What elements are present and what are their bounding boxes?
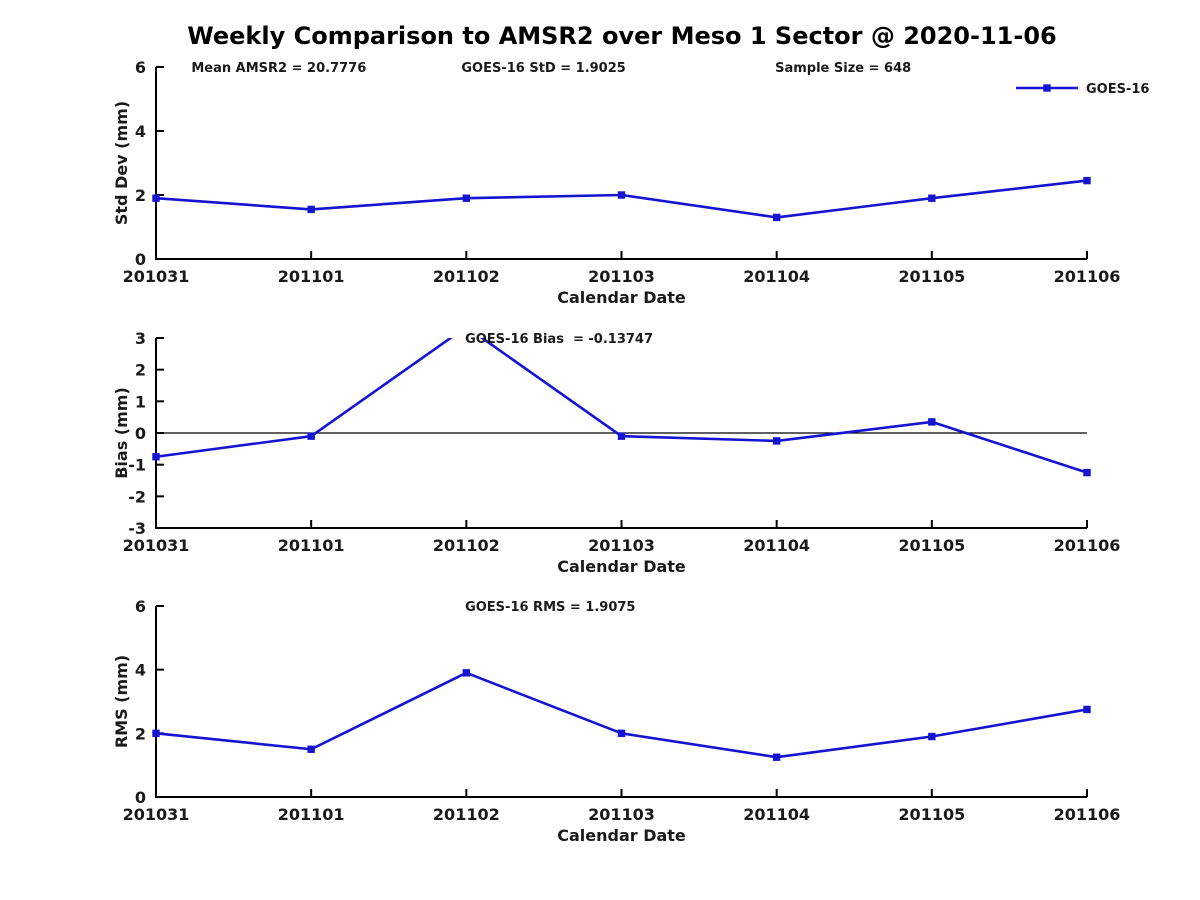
- y-tick-label: -1: [128, 456, 146, 475]
- legend: GOES-16: [1016, 82, 1149, 97]
- y-tick-label: 1: [135, 392, 146, 411]
- y-tick-label: 2: [135, 724, 146, 743]
- figure-title: Weekly Comparison to AMSR2 over Meso 1 S…: [187, 22, 1057, 50]
- data-marker: [928, 418, 936, 426]
- axes-spines: [155, 606, 1087, 798]
- x-tick-label: 201106: [1054, 805, 1121, 824]
- y-tick-label: 0: [135, 788, 146, 807]
- data-marker: [772, 753, 781, 761]
- data-marker: [1083, 176, 1091, 185]
- annotation: GOES-16 RMS = 1.9075: [465, 600, 635, 615]
- x-tick-label: 201105: [898, 536, 965, 555]
- data-marker: [462, 194, 471, 202]
- data-marker: [307, 745, 315, 753]
- x-axis-label: Calendar Date: [557, 288, 686, 307]
- subplot-rms: 0 2 4 6 201031 201101 201102 201103 201104 201105…: [112, 597, 1120, 845]
- y-axis-label: Bias (mm): [112, 387, 131, 479]
- series-goes-16: [152, 176, 1091, 222]
- x-axis-label: Calendar Date: [557, 826, 686, 845]
- series-goes-16: [152, 323, 1091, 477]
- data-marker: [928, 732, 936, 741]
- data-marker: [152, 729, 160, 738]
- x-tick-label: 201102: [433, 536, 500, 555]
- data-marker: [307, 205, 315, 214]
- x-tick-label: 201104: [743, 805, 810, 824]
- data-marker: [617, 432, 626, 440]
- data-line: [155, 338, 1088, 474]
- x-tick-label: 201101: [278, 536, 345, 555]
- x-tick-label: 201102: [433, 805, 500, 824]
- data-marker: [463, 323, 470, 330]
- y-tick-label: 4: [135, 122, 146, 141]
- y-tick-label: 4: [135, 661, 146, 680]
- x-tick-label: 201031: [123, 805, 190, 824]
- data-marker: [617, 729, 626, 738]
- data-marker: [617, 191, 626, 199]
- data-line: [155, 671, 1088, 759]
- data-marker: [152, 453, 160, 461]
- axes-spines: [155, 67, 1087, 260]
- subplot-std-dev: 0 2 4 6 201031 201101 201102 201103 201104 201105…: [112, 58, 1149, 307]
- y-tick-label: -3: [128, 519, 146, 538]
- legend-label: GOES-16: [1086, 82, 1149, 97]
- y-tick-label: 6: [135, 58, 146, 77]
- data-marker: [307, 432, 315, 440]
- data-marker: [152, 194, 160, 202]
- x-tick-label: 201102: [433, 267, 500, 286]
- x-tick-label: 201106: [1054, 536, 1121, 555]
- x-tick-label: 201103: [588, 267, 655, 286]
- x-tick-label: 201104: [743, 267, 810, 286]
- y-tick-label: 6: [135, 597, 146, 616]
- x-axis-label: Calendar Date: [557, 557, 686, 576]
- x-tick-label: 201104: [743, 536, 810, 555]
- y-tick-label: 3: [135, 329, 146, 348]
- annotation: Sample Size = 648: [775, 61, 911, 76]
- x-tick-label: 201101: [278, 267, 345, 286]
- y-tick-label: 2: [135, 361, 146, 380]
- x-tick-label: 201106: [1054, 267, 1121, 286]
- x-tick-label: 201105: [898, 805, 965, 824]
- data-marker: [1083, 468, 1091, 477]
- x-tick-label: 201031: [123, 267, 190, 286]
- data-marker: [772, 437, 781, 445]
- x-tick-label: 201105: [898, 267, 965, 286]
- x-tick-label: 201101: [278, 805, 345, 824]
- annotation: GOES-16 Bias = -0.13747: [465, 332, 653, 347]
- y-axis-label: Std Dev (mm): [112, 101, 131, 225]
- y-tick-label: 0: [135, 250, 146, 269]
- series-goes-16: [152, 669, 1091, 761]
- data-line: [155, 179, 1088, 219]
- data-marker: [772, 213, 781, 222]
- data-marker: [928, 194, 936, 202]
- legend-marker: [1043, 84, 1051, 92]
- x-tick-label: 201103: [588, 536, 655, 555]
- annotation: Mean AMSR2 = 20.7776: [191, 61, 366, 76]
- y-tick-label: 2: [135, 186, 146, 205]
- y-tick-label: 0: [135, 424, 146, 443]
- x-tick-label: 201103: [588, 805, 655, 824]
- y-axis-label: RMS (mm): [112, 655, 131, 748]
- annotation: GOES-16 StD = 1.9025: [461, 61, 625, 76]
- y-tick-label: -2: [128, 487, 146, 506]
- data-marker: [462, 669, 471, 677]
- data-marker: [1083, 705, 1091, 714]
- x-tick-label: 201031: [123, 536, 190, 555]
